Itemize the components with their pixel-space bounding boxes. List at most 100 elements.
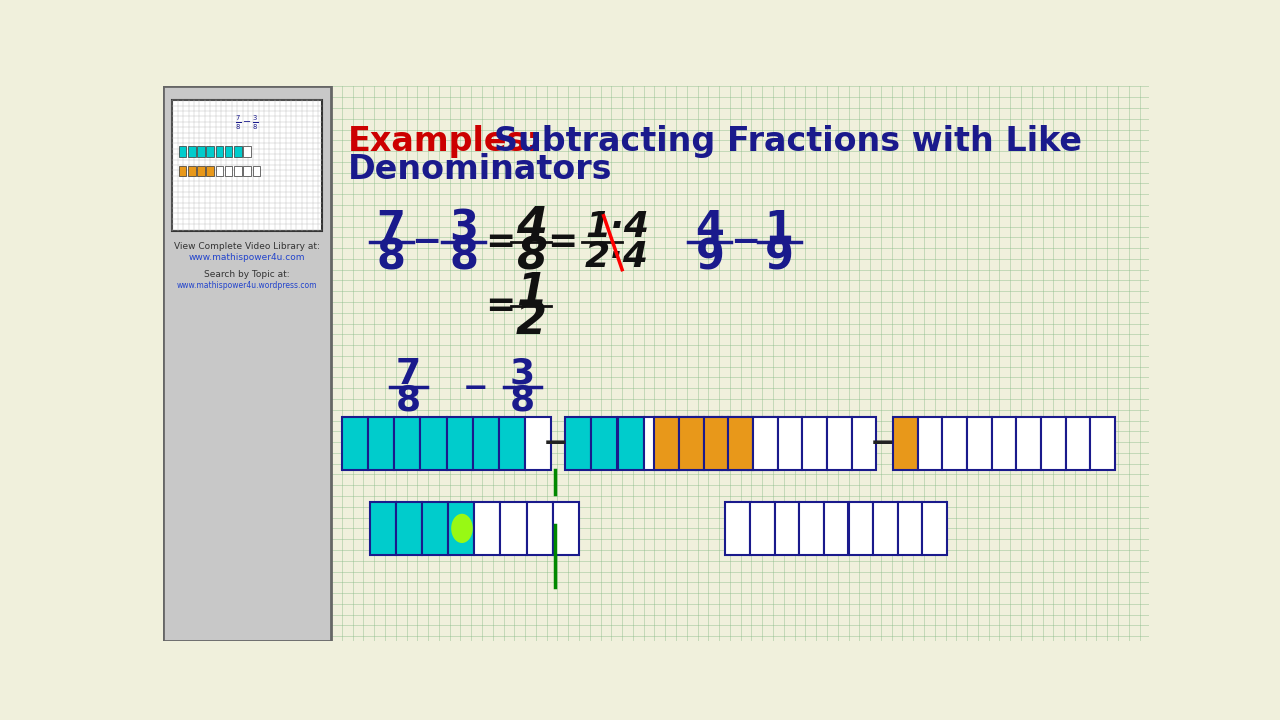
Text: =: =	[485, 225, 516, 259]
Text: 2: 2	[516, 300, 547, 343]
Text: =: =	[547, 225, 577, 259]
Text: 1: 1	[764, 208, 794, 250]
Bar	[778, 418, 803, 470]
Bar	[370, 502, 396, 554]
Bar	[827, 418, 851, 470]
Bar	[680, 418, 704, 470]
Bar	[394, 418, 420, 470]
Bar	[617, 418, 644, 470]
Bar	[851, 418, 877, 470]
Bar	[774, 502, 799, 554]
Bar	[197, 146, 205, 157]
Bar	[234, 146, 242, 157]
Bar	[422, 502, 448, 554]
Text: 8: 8	[376, 236, 406, 279]
Bar	[1016, 418, 1041, 470]
Text: 7: 7	[396, 356, 421, 391]
Bar	[918, 418, 942, 470]
Text: −: −	[411, 225, 442, 259]
Text: www.mathispower4u.wordpress.com: www.mathispower4u.wordpress.com	[177, 281, 317, 289]
Bar	[992, 418, 1016, 470]
Text: 9: 9	[764, 236, 794, 279]
Bar	[243, 146, 251, 157]
Bar	[942, 418, 968, 470]
Text: 3: 3	[509, 356, 535, 391]
Text: −: −	[730, 225, 760, 259]
Bar	[728, 418, 753, 470]
Bar	[173, 100, 321, 231]
Bar	[234, 166, 242, 176]
Bar	[164, 86, 332, 641]
Bar	[225, 166, 233, 176]
Bar	[1091, 418, 1115, 470]
Bar	[654, 418, 680, 470]
Text: 1: 1	[516, 271, 547, 314]
Bar	[206, 166, 214, 176]
Bar	[206, 146, 214, 157]
Bar	[753, 418, 778, 470]
Text: Subtracting Fractions with Like: Subtracting Fractions with Like	[494, 125, 1083, 158]
Bar	[342, 418, 369, 470]
Bar	[526, 502, 553, 554]
Bar	[420, 418, 447, 470]
Text: 4: 4	[516, 205, 547, 248]
Text: 8: 8	[449, 236, 477, 279]
Text: $\frac{7}{8}-\frac{3}{8}$: $\frac{7}{8}-\frac{3}{8}$	[236, 114, 259, 132]
Bar	[803, 418, 827, 470]
Bar	[893, 418, 918, 470]
Text: 8: 8	[516, 236, 547, 279]
Bar	[447, 418, 472, 470]
Bar	[566, 418, 591, 470]
Text: =: =	[485, 289, 516, 323]
Bar	[923, 502, 947, 554]
Bar	[726, 502, 750, 554]
Bar	[897, 502, 923, 554]
Bar	[525, 418, 552, 470]
Bar	[849, 502, 873, 554]
Text: Search by Topic at:: Search by Topic at:	[205, 270, 291, 279]
Bar	[824, 502, 849, 554]
Text: 1·4: 1·4	[585, 210, 649, 243]
Bar	[215, 166, 223, 176]
Bar	[1066, 418, 1091, 470]
Bar	[968, 418, 992, 470]
Bar	[475, 502, 500, 554]
Bar	[500, 502, 526, 554]
Bar	[197, 166, 205, 176]
Bar	[553, 502, 579, 554]
Bar	[591, 418, 617, 470]
Bar	[696, 418, 722, 470]
Bar	[499, 418, 525, 470]
Bar	[215, 146, 223, 157]
Ellipse shape	[451, 514, 472, 543]
Bar	[669, 418, 696, 470]
Bar	[225, 146, 233, 157]
Bar	[799, 502, 824, 554]
Bar	[243, 166, 251, 176]
Bar	[722, 418, 749, 470]
Bar	[188, 166, 196, 176]
Bar	[472, 418, 499, 470]
Text: www.mathispower4u.com: www.mathispower4u.com	[189, 253, 306, 262]
Text: 2·4: 2·4	[585, 240, 649, 274]
Bar	[704, 418, 728, 470]
Text: View Complete Video Library at:: View Complete Video Library at:	[174, 242, 320, 251]
Bar	[179, 166, 187, 176]
Bar	[369, 418, 394, 470]
Text: 7: 7	[376, 208, 406, 250]
Text: Examples:: Examples:	[348, 125, 540, 158]
Bar	[750, 502, 774, 554]
Text: −: −	[462, 374, 488, 402]
Text: 8: 8	[396, 384, 421, 418]
Bar	[188, 146, 196, 157]
Text: 8: 8	[509, 384, 535, 418]
Bar	[179, 146, 187, 157]
Text: −: −	[869, 429, 895, 458]
Bar	[644, 418, 669, 470]
Bar	[252, 166, 260, 176]
Text: 9: 9	[695, 236, 724, 279]
Bar	[448, 502, 475, 554]
Text: Denominators: Denominators	[348, 153, 613, 186]
Bar	[873, 502, 897, 554]
Text: 3: 3	[449, 208, 477, 250]
